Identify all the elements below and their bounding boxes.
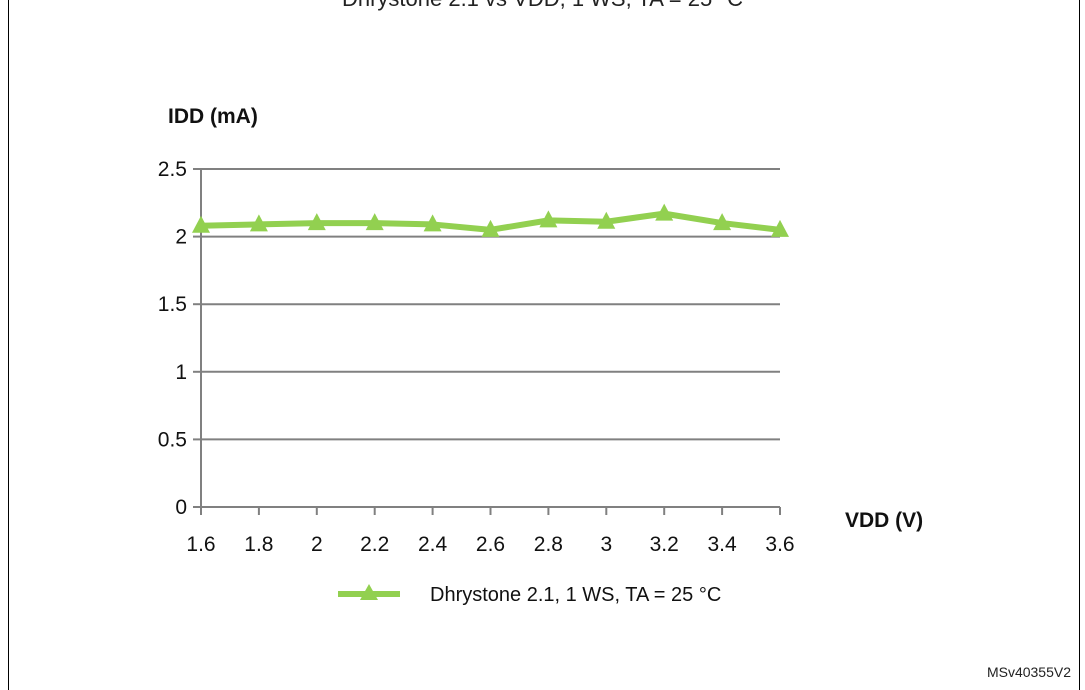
data-point <box>771 219 789 237</box>
x-tick-label: 3.4 <box>707 533 737 556</box>
y-tick-label: 0.5 <box>158 428 187 451</box>
data-point <box>423 214 442 232</box>
legend-label: Dhrystone 2.1, 1 WS, TA = 25 °C <box>430 584 721 606</box>
x-tick-label: 3.2 <box>650 533 679 556</box>
x-tick-label: 1.8 <box>244 533 273 556</box>
data-point <box>365 213 384 231</box>
y-tick-label: 1.5 <box>158 293 187 316</box>
y-tick-label: 1 <box>175 361 187 384</box>
figure-id: MSv40355V2 <box>986 664 1071 680</box>
chart-title-fragment: Dhrystone 2.1 vs VDD, 1 WS, TA = 25 °C <box>0 0 1085 12</box>
x-tick-label: 2.8 <box>534 533 563 556</box>
x-tick-label: 3 <box>600 533 612 556</box>
data-point <box>539 210 558 228</box>
data-point <box>249 214 268 232</box>
data-point <box>307 213 326 231</box>
legend-marker-triangle-icon <box>360 584 378 600</box>
x-tick-label: 2 <box>311 533 323 556</box>
y-tick-label: 0 <box>175 496 187 519</box>
y-axis-title: IDD (mA) <box>168 105 258 128</box>
tick-labels: 0 0.5 1 1.5 2 2.5 1.6 1.8 2 2.2 2.4 2.6 2.8 3 3.2 3.4 3.… <box>158 158 795 556</box>
x-tick-label: 1.6 <box>186 533 215 556</box>
gridlines <box>201 168 780 441</box>
data-point <box>597 211 616 229</box>
data-point <box>655 203 674 221</box>
series <box>192 203 789 237</box>
data-point <box>192 215 210 233</box>
x-tick-label: 2.4 <box>418 533 448 556</box>
figure-frame <box>8 0 1080 690</box>
data-point <box>713 213 732 231</box>
legend: Dhrystone 2.1, 1 WS, TA = 25 °C <box>338 584 721 606</box>
x-tick-label: 2.6 <box>476 533 505 556</box>
y-tick-label: 2 <box>175 226 187 249</box>
data-point <box>481 219 500 237</box>
x-tick-label: 2.2 <box>360 533 389 556</box>
y-tick-label: 2.5 <box>158 158 187 181</box>
x-tick-label: 3.6 <box>765 533 794 556</box>
x-axis-title: VDD (V) <box>845 509 923 532</box>
